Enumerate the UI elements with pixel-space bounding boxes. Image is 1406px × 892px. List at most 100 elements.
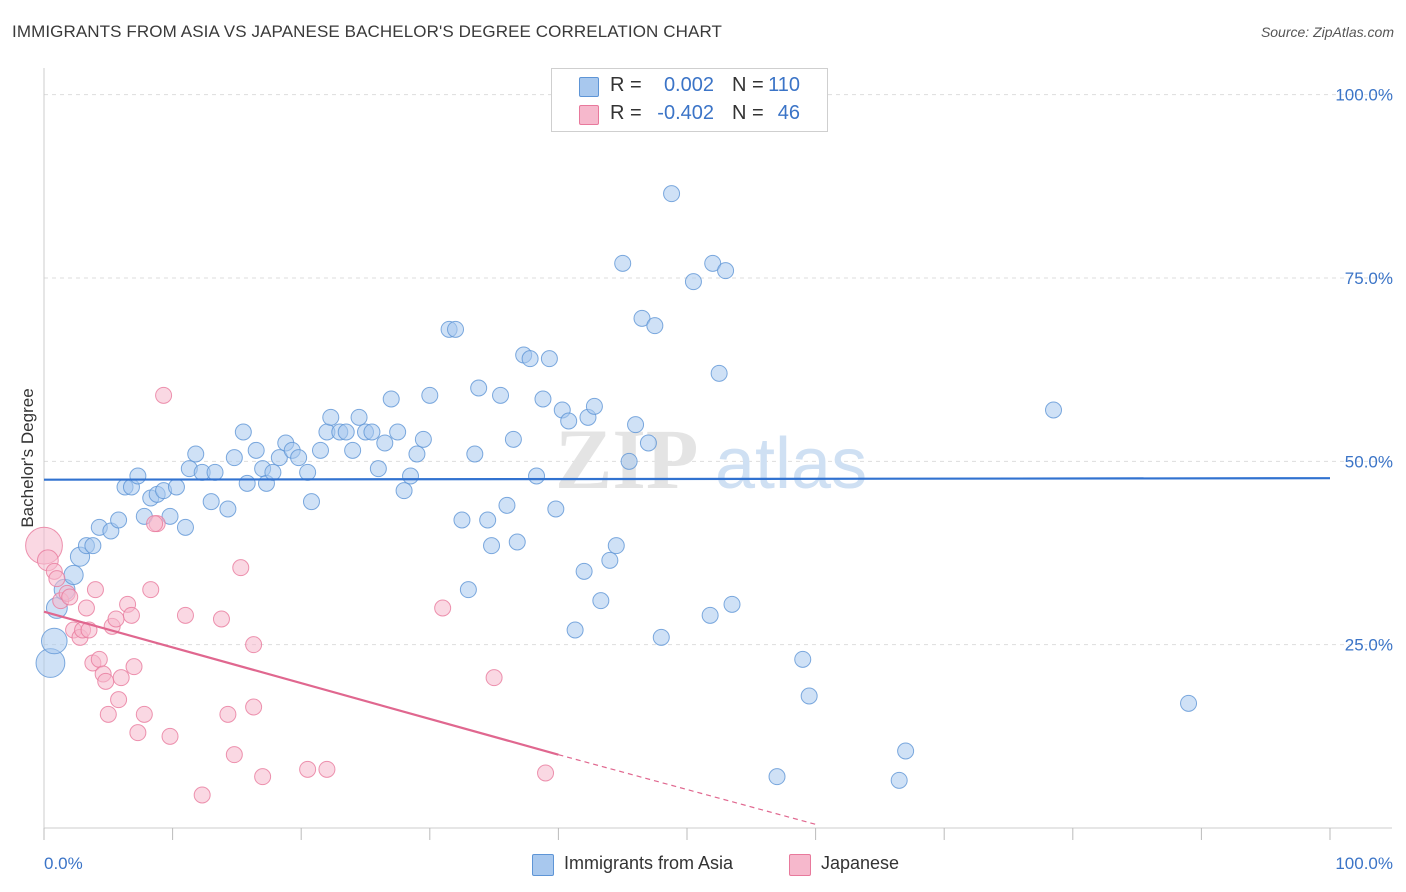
japanese-point xyxy=(485,669,503,687)
asia-point xyxy=(498,496,516,514)
asia-point xyxy=(897,742,915,760)
asia-point xyxy=(337,423,355,441)
asia-point xyxy=(290,449,308,467)
asia-point xyxy=(800,687,818,705)
japanese-point xyxy=(90,650,108,668)
asia-point xyxy=(202,493,220,511)
legend-n-label: N = xyxy=(732,74,764,96)
japanese-point xyxy=(112,669,130,687)
legend-r-label: R = xyxy=(610,74,642,96)
asia-point xyxy=(311,441,329,459)
asia-point xyxy=(167,478,185,496)
asia-point xyxy=(84,537,102,555)
asia-point xyxy=(63,564,84,586)
watermark-atlas: atlas xyxy=(715,424,867,504)
japanese-point xyxy=(245,636,263,654)
legend-r-value: 0.002 xyxy=(663,74,714,96)
asia-point xyxy=(601,551,619,569)
japanese-point xyxy=(61,588,79,606)
asia-point xyxy=(585,397,603,415)
asia-point xyxy=(40,627,68,655)
asia-point xyxy=(607,537,625,555)
legend-r-label: R = xyxy=(610,102,642,124)
asia-point xyxy=(592,592,610,610)
asia-point xyxy=(663,185,681,203)
japanese-point xyxy=(155,386,173,404)
asia-point xyxy=(701,606,719,624)
asia-point xyxy=(206,463,224,481)
japanese-point xyxy=(125,658,143,676)
japanese-point xyxy=(99,705,117,723)
asia-point xyxy=(270,449,288,467)
correlation-legend: R = 0.002 N = 110 R = -0.402 N = 46 xyxy=(551,68,828,132)
asia-point xyxy=(479,511,497,529)
chart-title: IMMIGRANTS FROM ASIA VS JAPANESE BACHELO… xyxy=(12,22,723,41)
asia-point xyxy=(566,621,584,639)
asia-point xyxy=(414,430,432,448)
japanese-point xyxy=(245,698,263,716)
japanese-trend-extension xyxy=(558,754,816,825)
japanese-point xyxy=(77,599,95,617)
asia-point xyxy=(110,511,128,529)
asia-point xyxy=(560,412,578,430)
japanese-point xyxy=(318,760,336,778)
asia-point xyxy=(129,467,147,485)
asia-point xyxy=(225,449,243,467)
legend-swatch-blue xyxy=(579,77,599,97)
asia-point xyxy=(302,493,320,511)
asia-point xyxy=(363,423,381,441)
japanese-point xyxy=(97,672,115,690)
japanese-point xyxy=(146,515,164,533)
japanese-point xyxy=(135,705,153,723)
asia-point xyxy=(768,768,786,786)
japanese-point xyxy=(86,581,104,599)
asia-point xyxy=(614,254,632,272)
japanese-point xyxy=(142,581,160,599)
bottom-swatch-blue xyxy=(532,854,554,876)
y-tick-label: 100.0% xyxy=(1335,86,1393,105)
asia-point xyxy=(344,441,362,459)
asia-point xyxy=(402,467,420,485)
legend-row-japanese: R = -0.402 N = 46 xyxy=(552,100,827,128)
asia-point xyxy=(627,416,645,434)
japanese-point xyxy=(254,768,272,786)
y-axis-title: Bachelor's Degree xyxy=(18,388,37,527)
japanese-point xyxy=(107,610,125,628)
asia-point xyxy=(408,445,426,463)
legend-r-value: -0.402 xyxy=(657,102,714,124)
asia-point xyxy=(521,350,539,368)
japanese-trend-line xyxy=(43,610,559,756)
asia-point xyxy=(633,309,651,327)
legend-row-asia: R = 0.002 N = 110 xyxy=(552,72,827,100)
asia-point xyxy=(238,474,256,492)
bottom-swatch-pink xyxy=(789,854,811,876)
asia-point xyxy=(1045,401,1063,419)
japanese-point xyxy=(225,746,243,764)
asia-point xyxy=(652,628,670,646)
asia-point xyxy=(1180,694,1198,712)
asia-point xyxy=(508,533,526,551)
legend-n-value: 110 xyxy=(768,74,800,96)
asia-point xyxy=(492,386,510,404)
japanese-point xyxy=(193,786,211,804)
asia-point xyxy=(534,390,552,408)
asia-point xyxy=(483,537,501,555)
japanese-point xyxy=(129,724,147,742)
asia-point xyxy=(575,562,593,580)
asia-point xyxy=(723,595,741,613)
asia-point xyxy=(247,441,265,459)
asia-point xyxy=(176,518,194,536)
x-tick-label: 0.0% xyxy=(44,854,83,873)
japanese-point xyxy=(219,705,237,723)
asia-point xyxy=(350,408,368,426)
asia-point xyxy=(547,500,565,518)
legend-n-label: N = xyxy=(732,102,764,124)
legend-swatch-pink xyxy=(579,105,599,125)
japanese-point xyxy=(212,610,230,628)
asia-point xyxy=(453,511,471,529)
asia-point xyxy=(540,350,558,368)
asia-point xyxy=(382,390,400,408)
japanese-point xyxy=(122,606,140,624)
asia-point xyxy=(395,482,413,500)
japanese-point xyxy=(161,727,179,745)
